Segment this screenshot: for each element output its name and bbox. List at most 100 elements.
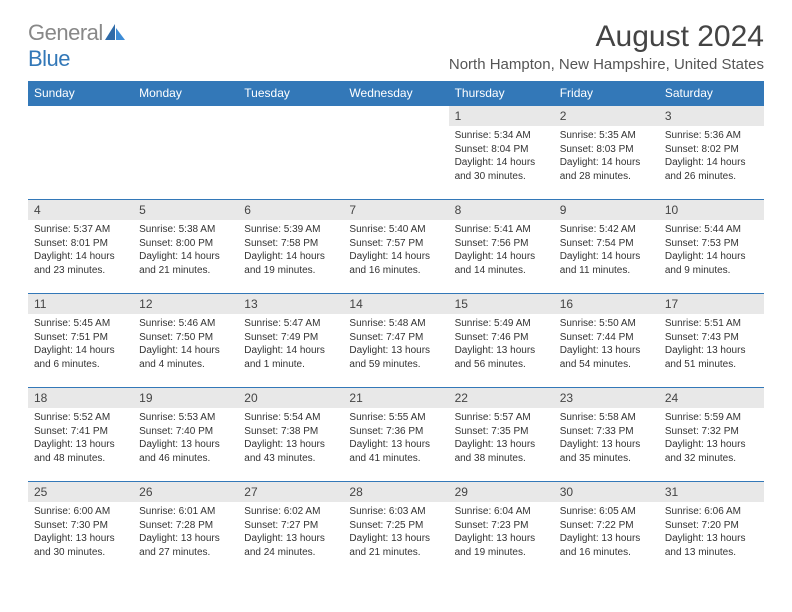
day-detail-line: Sunrise: 5:42 AM [560,223,653,237]
logo-sail-icon [105,20,127,46]
day-detail-line: Sunrise: 6:05 AM [560,505,653,519]
day-detail-line: Sunset: 7:47 PM [349,331,442,345]
calendar-cell: 17Sunrise: 5:51 AMSunset: 7:43 PMDayligh… [659,293,764,387]
day-detail-line: Daylight: 14 hours [455,250,548,264]
day-detail-line: Sunset: 8:04 PM [455,143,548,157]
day-detail-line: Sunrise: 5:36 AM [665,129,758,143]
day-detail-line: Sunset: 7:35 PM [455,425,548,439]
calendar-week: 4Sunrise: 5:37 AMSunset: 8:01 PMDaylight… [28,199,764,293]
day-detail-line: Daylight: 14 hours [139,344,232,358]
day-detail-line: and 6 minutes. [34,358,127,372]
day-detail-line: and 21 minutes. [139,264,232,278]
day-detail-line: Sunset: 7:33 PM [560,425,653,439]
day-header: Thursday [449,81,554,105]
day-detail-line: Sunset: 7:27 PM [244,519,337,533]
calendar-week: 11Sunrise: 5:45 AMSunset: 7:51 PMDayligh… [28,293,764,387]
day-detail-line: Sunrise: 5:49 AM [455,317,548,331]
day-detail-line: Sunrise: 6:01 AM [139,505,232,519]
day-detail-line: Sunset: 7:57 PM [349,237,442,251]
day-detail-line: Daylight: 13 hours [455,344,548,358]
day-detail-line: Sunrise: 5:54 AM [244,411,337,425]
calendar-cell: 30Sunrise: 6:05 AMSunset: 7:22 PMDayligh… [554,481,659,575]
day-detail-line: Sunrise: 5:45 AM [34,317,127,331]
day-detail-line: Sunrise: 6:00 AM [34,505,127,519]
day-detail-line: Sunset: 7:43 PM [665,331,758,345]
day-number: 23 [554,387,659,408]
calendar-cell: 26Sunrise: 6:01 AMSunset: 7:28 PMDayligh… [133,481,238,575]
day-detail: Sunrise: 5:59 AMSunset: 7:32 PMDaylight:… [659,408,764,467]
day-detail-line: and 59 minutes. [349,358,442,372]
day-detail-line: and 16 minutes. [560,546,653,560]
day-detail: Sunrise: 6:05 AMSunset: 7:22 PMDaylight:… [554,502,659,561]
day-detail: Sunrise: 5:45 AMSunset: 7:51 PMDaylight:… [28,314,133,373]
day-number: 1 [449,105,554,126]
day-detail-line: Sunrise: 5:53 AM [139,411,232,425]
day-detail-line: Sunset: 8:03 PM [560,143,653,157]
calendar-cell [343,105,448,199]
day-detail: Sunrise: 5:41 AMSunset: 7:56 PMDaylight:… [449,220,554,279]
day-detail-line: Sunset: 7:50 PM [139,331,232,345]
day-detail-line: Daylight: 13 hours [455,532,548,546]
day-detail-line: Sunset: 7:36 PM [349,425,442,439]
day-detail-line: Daylight: 14 hours [560,250,653,264]
day-detail-line: and 46 minutes. [139,452,232,466]
day-detail-line: Sunrise: 6:04 AM [455,505,548,519]
day-detail: Sunrise: 5:44 AMSunset: 7:53 PMDaylight:… [659,220,764,279]
day-number: 13 [238,293,343,314]
day-detail-line: Sunset: 8:00 PM [139,237,232,251]
day-detail-line: and 4 minutes. [139,358,232,372]
day-detail-line: and 28 minutes. [560,170,653,184]
day-detail-line: Sunset: 7:44 PM [560,331,653,345]
day-number: 9 [554,199,659,220]
calendar-cell: 9Sunrise: 5:42 AMSunset: 7:54 PMDaylight… [554,199,659,293]
day-number: 17 [659,293,764,314]
day-detail: Sunrise: 5:54 AMSunset: 7:38 PMDaylight:… [238,408,343,467]
day-detail-line: Sunset: 7:38 PM [244,425,337,439]
day-number [133,105,238,126]
day-detail: Sunrise: 5:38 AMSunset: 8:00 PMDaylight:… [133,220,238,279]
day-detail-line: Daylight: 13 hours [455,438,548,452]
calendar-cell: 21Sunrise: 5:55 AMSunset: 7:36 PMDayligh… [343,387,448,481]
day-detail-line: Sunrise: 5:50 AM [560,317,653,331]
day-number: 10 [659,199,764,220]
day-number: 12 [133,293,238,314]
calendar-cell: 3Sunrise: 5:36 AMSunset: 8:02 PMDaylight… [659,105,764,199]
calendar-cell: 31Sunrise: 6:06 AMSunset: 7:20 PMDayligh… [659,481,764,575]
day-detail-line: Daylight: 13 hours [349,438,442,452]
day-detail-line: Daylight: 13 hours [560,344,653,358]
day-detail-line: Daylight: 14 hours [34,344,127,358]
day-detail-line: Daylight: 13 hours [139,532,232,546]
day-detail-line: Sunrise: 5:41 AM [455,223,548,237]
day-detail-line: Sunset: 8:02 PM [665,143,758,157]
day-detail-line: and 24 minutes. [244,546,337,560]
calendar-table: SundayMondayTuesdayWednesdayThursdayFrid… [28,81,764,575]
calendar-cell [238,105,343,199]
day-detail-line: Sunrise: 5:51 AM [665,317,758,331]
calendar-cell: 25Sunrise: 6:00 AMSunset: 7:30 PMDayligh… [28,481,133,575]
day-detail: Sunrise: 5:55 AMSunset: 7:36 PMDaylight:… [343,408,448,467]
day-detail-line: and 32 minutes. [665,452,758,466]
day-detail-line: Daylight: 14 hours [455,156,548,170]
day-detail-line: Daylight: 13 hours [34,438,127,452]
day-header: Friday [554,81,659,105]
day-detail: Sunrise: 5:40 AMSunset: 7:57 PMDaylight:… [343,220,448,279]
day-detail: Sunrise: 5:52 AMSunset: 7:41 PMDaylight:… [28,408,133,467]
day-number: 8 [449,199,554,220]
logo-part1: General [28,20,103,45]
day-detail: Sunrise: 6:00 AMSunset: 7:30 PMDaylight:… [28,502,133,561]
day-detail-line: Sunset: 7:53 PM [665,237,758,251]
day-detail: Sunrise: 5:57 AMSunset: 7:35 PMDaylight:… [449,408,554,467]
title-block: August 2024 North Hampton, New Hampshire… [449,20,764,73]
calendar-cell: 11Sunrise: 5:45 AMSunset: 7:51 PMDayligh… [28,293,133,387]
day-number: 5 [133,199,238,220]
day-detail-line: and 19 minutes. [244,264,337,278]
day-detail-line: Sunrise: 5:55 AM [349,411,442,425]
day-detail-line: Daylight: 13 hours [34,532,127,546]
day-number: 15 [449,293,554,314]
calendar-cell: 20Sunrise: 5:54 AMSunset: 7:38 PMDayligh… [238,387,343,481]
day-detail-line: Sunrise: 5:47 AM [244,317,337,331]
day-number: 19 [133,387,238,408]
day-detail: Sunrise: 5:58 AMSunset: 7:33 PMDaylight:… [554,408,659,467]
calendar-cell: 23Sunrise: 5:58 AMSunset: 7:33 PMDayligh… [554,387,659,481]
day-detail: Sunrise: 5:48 AMSunset: 7:47 PMDaylight:… [343,314,448,373]
